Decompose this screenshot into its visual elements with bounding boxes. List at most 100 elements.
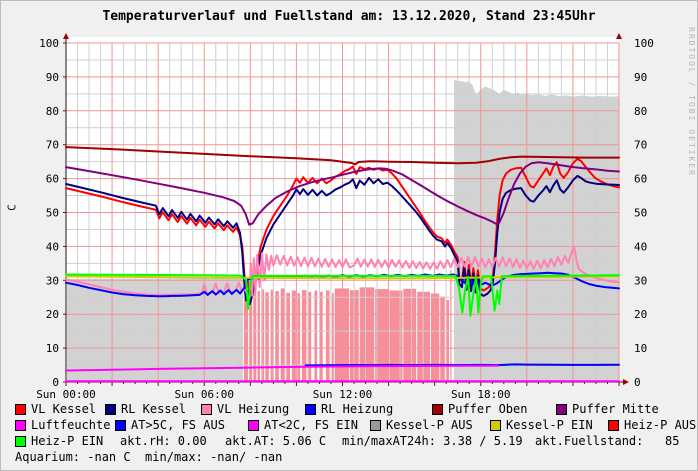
series-heiz-p-ein: [65, 273, 620, 317]
legend-item: Puffer Mitte: [556, 403, 659, 416]
legend-item: Luftfeuchte: [15, 419, 110, 432]
y-tick-label-right: 40: [634, 240, 647, 253]
legend-label: Puffer Oben: [448, 402, 528, 416]
legend-item: Kessel-P EIN: [490, 419, 593, 432]
y-tick-label-right: 80: [634, 105, 647, 118]
legend-item: RL Kessel: [105, 403, 186, 416]
legend-row-2: Luftfeuchte AT>5C, FS AUS AT<2C, FS EIN Kes…: [1, 418, 697, 434]
bar-heiz-p-aus: [331, 293, 334, 382]
legend-label: min/maxAT24h: 3.38 / 5.19: [342, 434, 523, 448]
legend-item: Puffer Oben: [432, 403, 527, 416]
bar-heiz-p-aus: [314, 290, 318, 382]
legend-swatch: [15, 404, 26, 415]
series-vl-heizung: [65, 245, 620, 300]
legend-label: Aquarium: -nan C min/max: -nan/ -nan: [15, 450, 283, 464]
legend-swatch: [556, 404, 567, 415]
legend-stat: akt.rH: 0.00: [120, 435, 207, 448]
legend-swatch: [608, 420, 619, 431]
y-tick-label: 30: [46, 274, 59, 287]
y-tick-label: 90: [46, 71, 59, 84]
bar-heiz-p-aus: [403, 288, 417, 382]
bar-heiz-p-aus: [291, 290, 296, 382]
y-tick-label: 70: [46, 139, 59, 152]
y-tick-label: 0: [52, 376, 59, 389]
y-tick-label-right: 30: [634, 274, 647, 287]
y-tick-label: 50: [46, 207, 59, 220]
legend-label: Luftfeuchte: [31, 418, 111, 432]
y-tick-label: 20: [46, 308, 59, 321]
bar-heiz-p-aus: [417, 291, 431, 382]
bar-heiz-p-aus: [359, 287, 375, 382]
x-tick-label: Sun 00:00: [36, 388, 96, 401]
legend-item: VL Heizung: [201, 403, 289, 416]
legend-swatch: [15, 436, 26, 447]
series-puffer-mitte: [65, 161, 620, 226]
area-kessel-p-aus-fuellstand-right: [454, 80, 619, 383]
series-rl-kessel: [65, 174, 620, 305]
legend-swatch: [305, 404, 316, 415]
legend-label: Heiz-P AUS: [624, 418, 697, 432]
legend-item: RL Heizung: [305, 403, 393, 416]
right-axis-arrow: [616, 33, 622, 39]
legend-swatch: [490, 420, 501, 431]
y-tick-label-right: 90: [634, 71, 647, 84]
legend-label: Kessel-P AUS: [386, 418, 473, 432]
y-tick-label: 80: [46, 105, 59, 118]
legend-row-4: Aquarium: -nan C min/max: -nan/ -nan: [1, 451, 697, 466]
legend-row-1: VL Kessel RL Kessel VL Heizung RL Heizung Pu…: [1, 403, 697, 418]
legend-label: AT>5C, FS AUS: [131, 418, 225, 432]
legend-swatch: [370, 420, 381, 431]
legend-stat: akt.AT: 5.06 C: [225, 435, 326, 448]
legend-label: akt.rH: 0.00: [120, 434, 207, 448]
bar-heiz-p-aus: [440, 296, 445, 382]
legend-item: VL Kessel: [15, 403, 96, 416]
x-tick-label: Sun 12:00: [313, 388, 373, 401]
legend-stat: Aquarium: -nan C min/max: -nan/ -nan: [15, 451, 282, 464]
area-kessel-p-aus-fuellstand-left: [67, 278, 243, 382]
legend-label: VL Kessel: [31, 402, 97, 416]
bar-heiz-p-aus: [280, 288, 285, 382]
bar-heiz-p-aus: [275, 291, 279, 382]
bar-heiz-p-aus: [243, 288, 248, 382]
rrdtool-watermark: RRDTOOL / TOBI OETIKER: [687, 27, 696, 177]
bar-heiz-p-aus: [257, 291, 260, 382]
y-tick-label-right: 60: [634, 173, 647, 186]
legend-swatch: [201, 404, 212, 415]
bar-heiz-p-aus: [389, 290, 403, 382]
legend-label: Heiz-P EIN: [31, 434, 104, 448]
y-tick-label: 40: [46, 240, 59, 253]
legend-label: Puffer Mitte: [572, 402, 659, 416]
y-tick-label-right: 20: [634, 308, 647, 321]
series-at-2c-fs-ein: [65, 364, 499, 372]
x-tick-label: Sun 06:00: [174, 388, 234, 401]
bar-heiz-p-aus: [325, 290, 330, 382]
bar-heiz-p-aus: [297, 293, 301, 382]
bar-heiz-p-aus: [375, 289, 389, 382]
legend-item: Heiz-P EIN: [15, 435, 103, 448]
legend-swatch: [248, 420, 259, 431]
legend-swatch: [432, 404, 443, 415]
legend-swatch: [105, 404, 116, 415]
graph-title: Temperaturverlauf und Fuellstand am: 13.…: [102, 9, 596, 24]
x-tick-label: Sun 18:00: [451, 388, 511, 401]
x-axis-arrow: [623, 379, 629, 385]
bar-heiz-p-aus: [319, 291, 323, 382]
legend-row-3: Heiz-P EIN akt.rH: 0.00 akt.AT: 5.06 C min/…: [1, 434, 697, 450]
bar-heiz-p-aus: [450, 270, 452, 382]
y-tick-label-right: 100: [634, 37, 654, 50]
y-tick-label-right: 0: [634, 376, 641, 389]
legend-item: AT<2C, FS EIN: [248, 419, 358, 432]
bar-heiz-p-aus: [446, 300, 449, 382]
legend-swatch: [15, 420, 26, 431]
y-tick-label-right: 50: [634, 207, 647, 220]
y-tick-label: 10: [46, 342, 59, 355]
legend-item: Kessel-P AUS: [370, 419, 473, 432]
bar-heiz-p-aus: [308, 291, 312, 382]
series-vl-kessel: [65, 157, 620, 296]
legend-label: RL Heizung: [321, 402, 394, 416]
y-tick-label-right: 10: [634, 342, 647, 355]
legend-label: AT<2C, FS EIN: [264, 418, 358, 432]
bar-heiz-p-aus: [265, 292, 269, 382]
legend-label: akt.Fuellstand: 85: [535, 434, 680, 448]
